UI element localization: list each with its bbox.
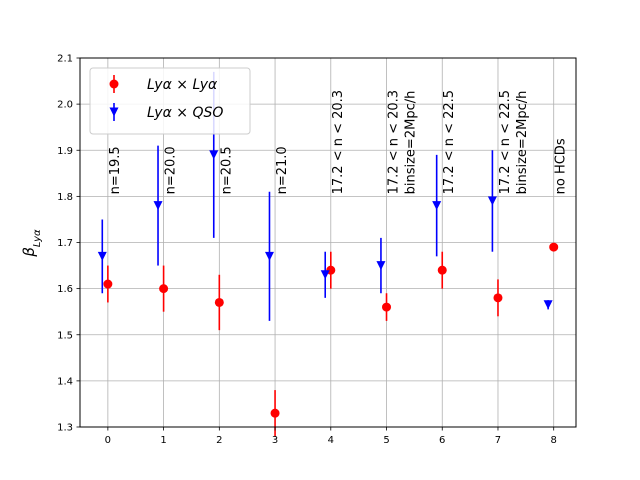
annotation-label: n=21.0 — [275, 146, 290, 194]
data-point — [214, 297, 224, 307]
annotation-label: 17.2 < n < 20.3 — [331, 90, 346, 194]
legend-label: Lyα × QSO — [147, 105, 223, 121]
legend-marker — [109, 107, 119, 117]
y-tick-label: 2.1 — [57, 54, 73, 65]
data-point — [432, 201, 442, 211]
data-point — [487, 196, 497, 206]
annotation-label: n=20.0 — [164, 146, 179, 194]
legend-label: Lyα × Lyα — [147, 77, 218, 93]
x-tick-label: 8 — [551, 435, 557, 446]
annotation-label: 17.2 < n < 22.5 — [498, 90, 513, 194]
data-point — [209, 150, 219, 160]
data-point — [549, 242, 559, 252]
data-point — [376, 261, 386, 271]
legend-box — [89, 67, 251, 135]
data-point — [153, 201, 163, 211]
legend: Lyα × Lyα Lyα × QSO — [89, 67, 251, 135]
x-tick-label: 1 — [160, 435, 166, 446]
data-point — [320, 270, 330, 280]
data-point — [270, 408, 280, 418]
x-tick-label: 6 — [439, 435, 445, 446]
annotation-label: 17.2 < n < 22.5 — [442, 90, 457, 194]
data-point — [437, 265, 447, 275]
data-series — [97, 71, 559, 437]
axes: 0 1 2 3 4 5 6 7 8 1.3 1.4 1.5 1.6 1.7 1.8 1.9 2.0 2.1 — [57, 54, 557, 447]
data-point — [159, 284, 169, 294]
x-tick-label: 7 — [495, 435, 501, 446]
y-tick-label: 1.3 — [57, 423, 73, 434]
series-lya-qso — [97, 71, 553, 321]
x-tick-label: 0 — [105, 435, 111, 446]
y-tick-label: 1.4 — [57, 376, 73, 387]
data-point — [103, 279, 113, 289]
x-tick-label: 2 — [216, 435, 222, 446]
x-tick-label: 4 — [328, 435, 334, 446]
x-tick-label: 5 — [383, 435, 389, 446]
legend-marker — [109, 79, 119, 89]
data-point — [264, 251, 274, 261]
data-point — [382, 302, 392, 312]
y-tick-label: 1.7 — [57, 238, 73, 249]
annotation-label: binsize=2Mpc/h — [515, 91, 530, 195]
annotation-label: binsize=2Mpc/h — [404, 91, 419, 195]
annotation-label: n=19.5 — [108, 146, 123, 194]
y-tick-label: 1.9 — [57, 146, 73, 157]
y-tick-label: 2.0 — [57, 100, 73, 111]
y-tick-label: 1.8 — [57, 192, 73, 203]
data-point — [97, 251, 107, 261]
annotation-label: 17.2 < n < 20.3 — [387, 90, 402, 194]
data-point — [493, 293, 503, 303]
annotations: n=19.5 n=20.0 n=20.5 n=21.0 17.2 < n < 20.3 1… — [108, 90, 569, 194]
annotation-label: no HCDs — [554, 138, 569, 194]
y-tick-label: 1.5 — [57, 330, 73, 341]
y-axis-label: βLyα — [20, 229, 43, 258]
x-tick-label: 3 — [272, 435, 278, 446]
data-point — [543, 300, 553, 310]
y-tick-label: 1.6 — [57, 284, 73, 295]
annotation-label: n=20.5 — [219, 146, 234, 194]
